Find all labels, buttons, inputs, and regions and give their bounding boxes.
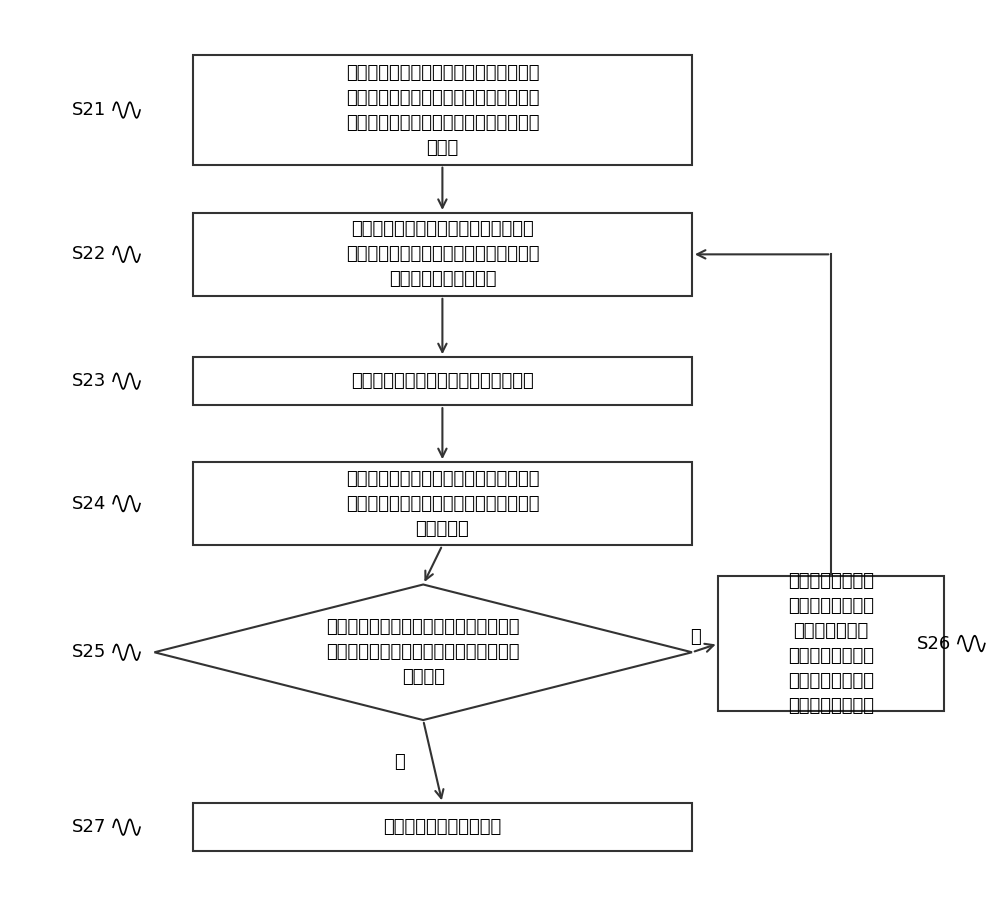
Text: 否: 否 (394, 752, 405, 771)
Bar (718, 576, 944, 711)
Text: 结合所述标准线损
率修改所述拓扑关
系及所述设备参
数，根据修改后的
拓扑关系获取修改
后的拓扑结构图。: 结合所述标准线损 率修改所述拓扑关 系及所述设备参 数，根据修改后的 拓扑关系获… (788, 572, 874, 715)
Text: S22: S22 (72, 245, 106, 263)
Text: 是: 是 (690, 628, 701, 646)
Text: S24: S24 (72, 495, 106, 513)
Text: 获取设备参数，根据拓扑关系及设备参
数，结合预训练的前推回代潮流计算模型
计算线路理论线损率。: 获取设备参数，根据拓扑关系及设备参 数，结合预训练的前推回代潮流计算模型 计算线… (346, 220, 539, 289)
Text: S25: S25 (72, 643, 106, 661)
Bar (193, 357, 692, 405)
Text: 获取线路单线图，根据所述线路单线图中
的设备分布关系建立拓扑结构图，根据所
述拓扑结构图获取所述拓扑结构图的拓扑
关系。: 获取线路单线图，根据所述线路单线图中 的设备分布关系建立拓扑结构图，根据所 述拓… (346, 64, 539, 157)
Text: S26: S26 (917, 635, 951, 652)
Bar (193, 804, 692, 851)
Polygon shape (154, 585, 692, 720)
Text: 获取标准线损率，根据所述标准线损率判
断所述线路理论线损率是否高于所述标准
线损率。: 获取标准线损率，根据所述标准线损率判 断所述线路理论线损率是否高于所述标准 线损… (326, 619, 520, 686)
Bar (193, 213, 692, 296)
Bar (193, 462, 692, 545)
Bar (193, 56, 692, 165)
Text: S21: S21 (72, 101, 106, 119)
Text: S23: S23 (72, 373, 106, 390)
Text: S27: S27 (72, 818, 106, 836)
Text: 建立预训练的前推回代潮流计算模型。: 建立预训练的前推回代潮流计算模型。 (351, 373, 534, 390)
Text: 输出线路理论线损达标。: 输出线路理论线损达标。 (383, 818, 502, 836)
Text: 根据拓扑结构图、设备的设备参数以及预
训练的前推回代潮流计算模型计算线路理
论线损率。: 根据拓扑结构图、设备的设备参数以及预 训练的前推回代潮流计算模型计算线路理 论线… (346, 469, 539, 537)
